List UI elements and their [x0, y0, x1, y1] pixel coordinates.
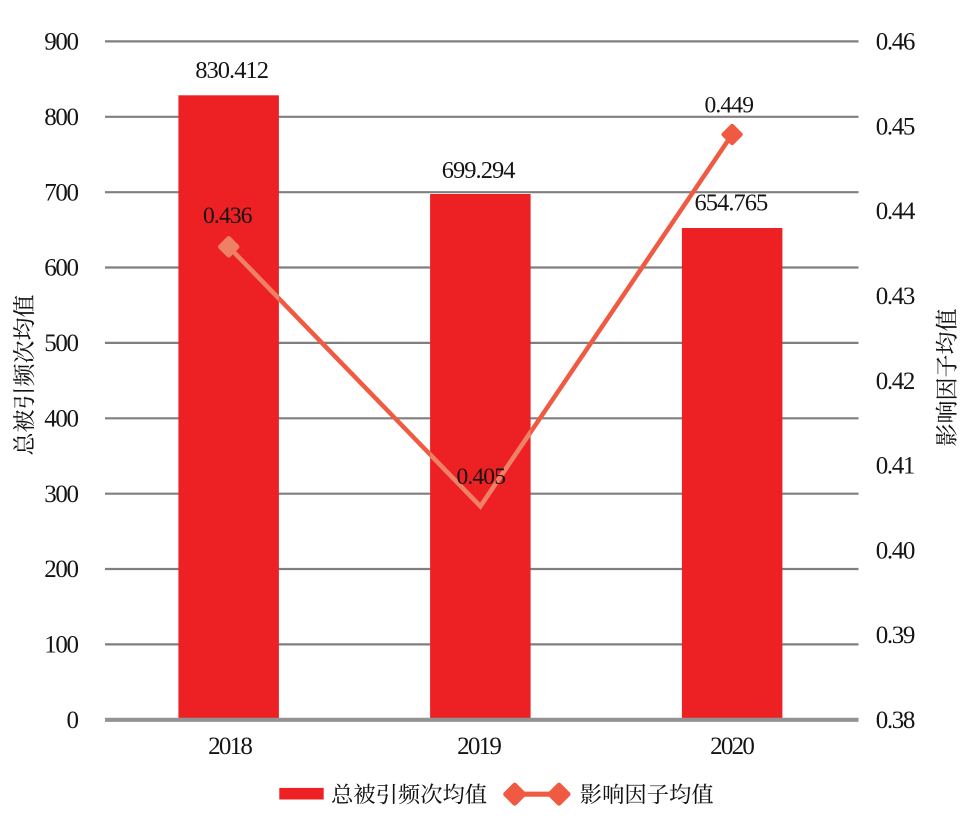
svg-text:0: 0: [67, 707, 80, 734]
svg-text:400: 400: [44, 405, 79, 432]
svg-text:700: 700: [44, 179, 79, 206]
svg-text:2019: 2019: [457, 733, 502, 760]
svg-text:0.38: 0.38: [876, 707, 916, 734]
svg-text:0.436: 0.436: [203, 203, 253, 229]
svg-text:0.42: 0.42: [876, 368, 916, 395]
svg-text:500: 500: [44, 330, 79, 357]
svg-text:2018: 2018: [208, 733, 253, 760]
svg-text:600: 600: [44, 255, 79, 282]
svg-text:800: 800: [44, 104, 79, 131]
svg-text:0.39: 0.39: [876, 622, 916, 649]
svg-text:0.45: 0.45: [876, 113, 916, 140]
svg-text:0.405: 0.405: [456, 464, 506, 490]
svg-text:0.44: 0.44: [876, 198, 916, 225]
svg-text:300: 300: [44, 481, 79, 508]
svg-text:699.294: 699.294: [442, 157, 516, 184]
svg-text:654.765: 654.765: [695, 189, 769, 216]
svg-text:0.41: 0.41: [876, 453, 916, 480]
svg-text:0.40: 0.40: [876, 537, 916, 564]
svg-text:0.43: 0.43: [876, 283, 916, 310]
svg-text:830.412: 830.412: [195, 57, 269, 84]
svg-text:0.449: 0.449: [704, 92, 754, 118]
svg-text:900: 900: [44, 29, 79, 56]
svg-text:2020: 2020: [710, 733, 755, 760]
svg-text:0.46: 0.46: [876, 29, 916, 56]
svg-text:100: 100: [44, 632, 79, 659]
svg-text:200: 200: [44, 556, 79, 583]
